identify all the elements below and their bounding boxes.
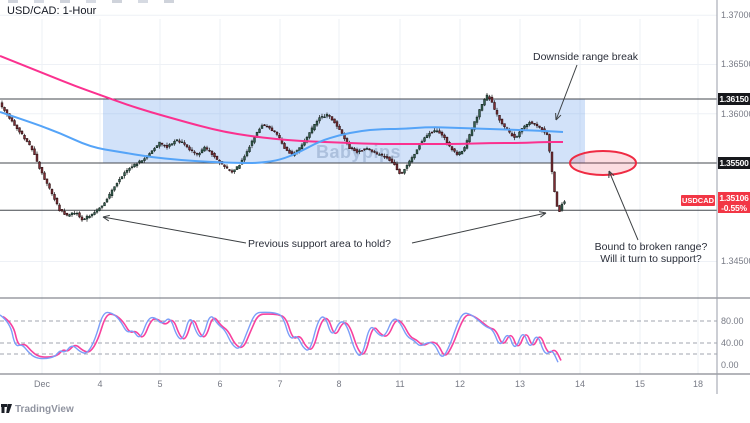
annotation-bound-to-range: Bound to broken range? Will it turn to s… [589,241,713,265]
price-axis-scale[interactable] [717,5,750,374]
plot-area[interactable] [0,19,717,374]
time-tick: Dec [33,379,50,389]
time-tick: 12 [454,379,465,389]
tradingview-label: TradingView [15,403,74,415]
time-axis-scale[interactable] [0,375,750,395]
time-tick: 8 [336,379,342,389]
time-tick: 13 [514,379,525,389]
toolbar-icon [86,0,96,3]
osc-axis-label: 80.00 [721,316,744,326]
time-tick: 6 [217,379,223,389]
price-axis-label: 1.34500 [721,256,750,266]
chart-title: USD/CAD: 1-Hour [7,5,97,17]
annotation-previous-support: Previous support area to hold? [248,238,392,250]
time-tick: 18 [692,379,703,389]
osc-axis-label: 40.00 [721,338,744,348]
osc-axis-label: 0.00 [721,360,739,370]
price-axis-label: 1.37000 [721,10,750,20]
last-price-change: -0.55% [721,203,747,213]
toolbar-icon [60,0,70,3]
symbol-badge: USDCAD [681,195,715,206]
price-axis-label: 1.36000 [721,109,750,119]
annotation-downside-break: Downside range break [533,51,639,63]
toolbar-icon [34,0,44,3]
tradingview-logo-icon [1,404,12,413]
tradingview-attribution[interactable]: TradingView [1,402,74,416]
time-tick: 14 [574,379,585,389]
toolbar-icon [164,0,174,3]
toolbar-icon [138,0,148,3]
time-tick: 15 [634,379,645,389]
last-price-badge: 1.35106 -0.55% [718,192,750,213]
level-price-badge: 1.36150 [718,93,750,105]
toolbar-icon [8,0,18,3]
time-tick: 7 [277,379,283,389]
annotation-line-1: Bound to broken range? [594,241,708,253]
babypips-watermark: Babypips [316,142,401,163]
toolbar-icon [112,0,122,3]
toolbar-sliver [0,0,750,3]
time-tick: 11 [395,379,405,389]
last-price-value: 1.35106 [719,193,749,203]
price-axis-label: 1.36500 [721,59,750,69]
time-tick: 4 [97,379,103,389]
level-price-badge: 1.35500 [718,157,750,169]
time-tick: 5 [157,379,163,389]
annotation-line-2: Will it turn to support? [600,253,702,265]
